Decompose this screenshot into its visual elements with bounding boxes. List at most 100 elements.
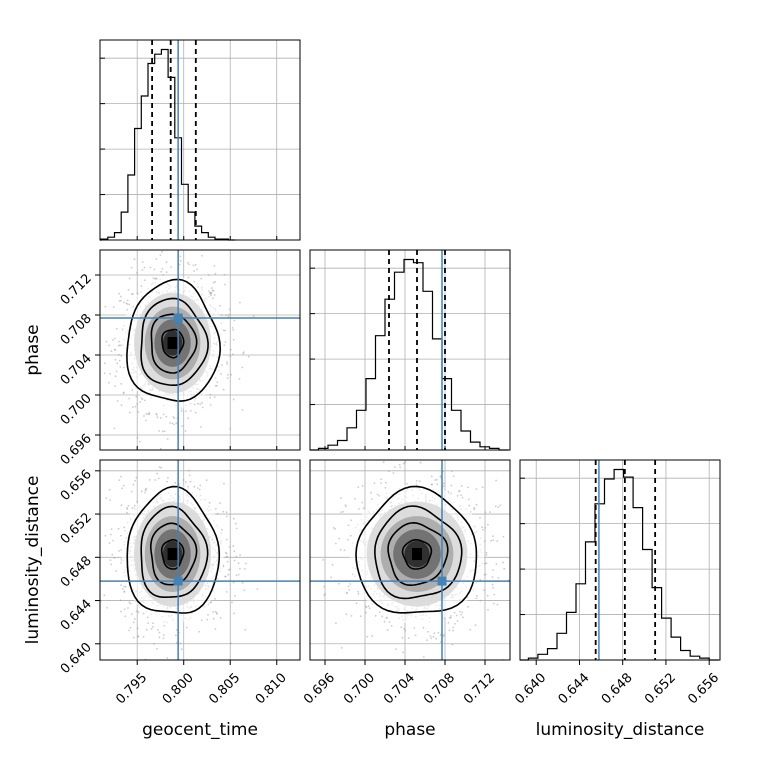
sample-point: [141, 398, 144, 401]
sample-point: [212, 611, 215, 613]
sample-point: [181, 428, 183, 430]
panel-content: [94, 428, 300, 665]
sample-point: [235, 555, 238, 558]
sample-point: [467, 605, 469, 608]
sample-point: [370, 491, 372, 494]
sample-point: [156, 472, 159, 475]
sample-point: [123, 590, 126, 593]
sample-point: [201, 254, 203, 257]
sample-point: [241, 581, 244, 584]
sample-point: [108, 381, 110, 384]
sample-point: [447, 622, 450, 624]
sample-point: [398, 464, 401, 466]
sample-point: [442, 482, 445, 485]
sample-point: [187, 417, 190, 420]
sample-point: [342, 510, 345, 513]
contour-line: [401, 539, 433, 570]
sample-point: [224, 551, 227, 554]
sample-point: [427, 630, 429, 633]
contour-line: [140, 505, 209, 598]
sample-point: [212, 281, 215, 284]
sample-point: [485, 554, 488, 556]
sample-point: [94, 509, 96, 511]
sample-point: [223, 273, 226, 276]
sample-point: [154, 479, 157, 481]
sample-point: [247, 355, 250, 358]
x-axis-label-geocent_time: geocent_time: [142, 720, 258, 740]
sample-point: [112, 306, 115, 308]
panel-frame: [99, 249, 301, 451]
sample-point: [147, 413, 149, 415]
y-tick-label: 0.696: [58, 431, 95, 468]
sample-point: [330, 576, 332, 579]
sample-point: [450, 470, 453, 473]
sample-point: [439, 634, 442, 637]
sample-point: [491, 576, 494, 578]
sample-point: [226, 377, 229, 379]
sample-point: [175, 422, 178, 425]
sample-point: [335, 622, 337, 625]
sample-point: [366, 635, 368, 638]
sample-point: [476, 594, 478, 597]
sample-point: [133, 258, 136, 261]
sample-point: [148, 411, 151, 414]
panel-content: [95, 250, 300, 450]
panel-frame: [99, 39, 301, 241]
sample-point: [124, 615, 127, 618]
sample-point: [189, 410, 192, 412]
sample-point: [120, 299, 122, 302]
sample-point: [103, 372, 106, 375]
sample-point: [238, 378, 241, 380]
sample-point: [468, 498, 470, 501]
y-tick-label: 0.640: [58, 640, 95, 677]
panel-content: [310, 460, 518, 660]
sample-point: [239, 554, 242, 557]
sample-point: [134, 479, 136, 482]
sample-point: [161, 430, 164, 433]
x-tick-label: 0.648: [599, 670, 636, 707]
sample-point: [95, 329, 97, 331]
sample-point: [487, 523, 489, 526]
contour-line: [140, 297, 209, 386]
sample-point: [210, 287, 213, 289]
sample-point: [393, 466, 396, 468]
sample-point: [383, 620, 386, 623]
sample-point: [486, 594, 489, 597]
sample-point: [127, 289, 130, 291]
histogram-geocent_time: [100, 48, 236, 241]
sample-point: [492, 569, 495, 571]
sample-point: [492, 586, 494, 589]
x-tick-label: 0.700: [341, 670, 378, 707]
sample-point: [139, 401, 142, 403]
panel-frame: [309, 249, 511, 451]
sample-point: [114, 375, 117, 378]
sample-point: [386, 629, 389, 631]
sample-point: [516, 532, 518, 534]
sample-point: [97, 334, 99, 336]
sample-point: [392, 472, 395, 474]
sample-point: [187, 663, 189, 665]
sample-point: [223, 482, 225, 485]
sample-point: [193, 270, 196, 272]
sample-point: [153, 642, 156, 645]
sample-point: [323, 594, 326, 597]
sample-point: [123, 585, 126, 588]
sample-point: [367, 605, 370, 608]
sample-point: [174, 661, 176, 663]
sample-point: [433, 632, 436, 635]
sample-point: [206, 618, 209, 621]
sample-point: [245, 562, 247, 565]
sample-point: [241, 366, 244, 369]
sample-point: [175, 641, 178, 644]
sample-point: [452, 629, 454, 632]
sample-point: [212, 617, 215, 620]
sample-point: [213, 265, 216, 267]
sample-point: [145, 487, 148, 490]
sample-point: [430, 637, 433, 640]
sample-point: [106, 606, 108, 609]
sample-point: [495, 563, 498, 565]
sample-point: [186, 261, 189, 264]
sample-point: [127, 504, 130, 507]
sample-point: [108, 542, 111, 544]
sample-point: [137, 411, 140, 413]
